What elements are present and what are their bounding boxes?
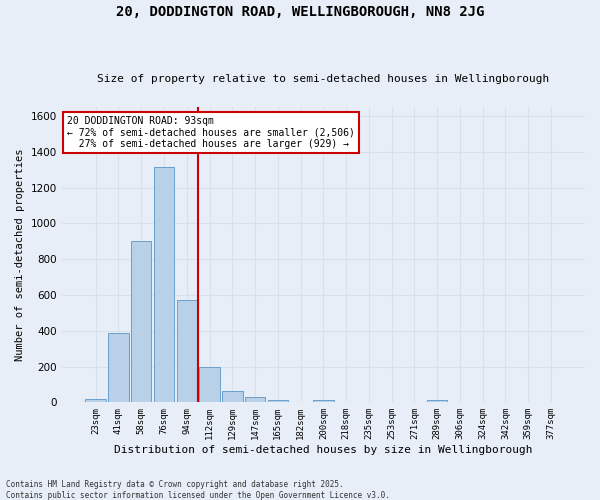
- Bar: [268, 400, 288, 402]
- Text: Contains HM Land Registry data © Crown copyright and database right 2025.
Contai: Contains HM Land Registry data © Crown c…: [6, 480, 390, 500]
- Bar: [222, 390, 242, 402]
- Text: 20 DODDINGTON ROAD: 93sqm
← 72% of semi-detached houses are smaller (2,506)
  27: 20 DODDINGTON ROAD: 93sqm ← 72% of semi-…: [67, 116, 355, 149]
- Y-axis label: Number of semi-detached properties: Number of semi-detached properties: [15, 148, 25, 361]
- X-axis label: Distribution of semi-detached houses by size in Wellingborough: Distribution of semi-detached houses by …: [114, 445, 533, 455]
- Bar: [427, 400, 448, 402]
- Bar: [154, 167, 174, 402]
- Bar: [131, 241, 151, 402]
- Bar: [108, 334, 129, 402]
- Bar: [199, 366, 220, 402]
- Text: 20, DODDINGTON ROAD, WELLINGBOROUGH, NN8 2JG: 20, DODDINGTON ROAD, WELLINGBOROUGH, NN8…: [116, 5, 484, 19]
- Bar: [245, 397, 265, 402]
- Bar: [313, 400, 334, 402]
- Bar: [85, 399, 106, 402]
- Title: Size of property relative to semi-detached houses in Wellingborough: Size of property relative to semi-detach…: [97, 74, 550, 84]
- Bar: [176, 300, 197, 402]
